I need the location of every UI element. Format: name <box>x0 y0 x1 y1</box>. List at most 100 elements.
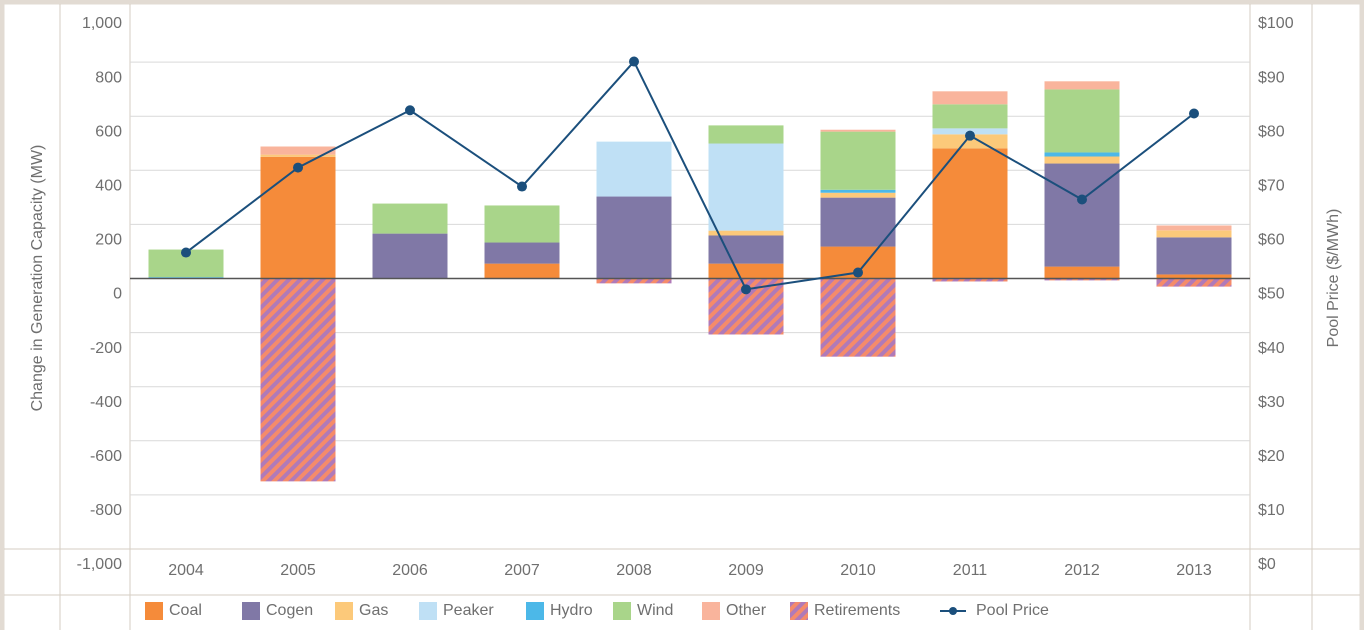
bar-segment <box>484 263 560 279</box>
price-line <box>185 59 1195 291</box>
price-point <box>1189 108 1199 119</box>
bar-segment <box>1044 156 1120 164</box>
bar-segment <box>820 192 896 198</box>
price-point <box>293 162 303 173</box>
bar-segment <box>708 230 784 236</box>
legend-label: Wind <box>637 602 673 619</box>
x-tick-label: 2013 <box>1176 562 1212 579</box>
bar-segment <box>932 91 1008 105</box>
y2-tick-label: $70 <box>1258 178 1285 195</box>
bar-segment <box>372 203 448 234</box>
bar-segment <box>1044 81 1120 90</box>
bar-segment <box>260 156 336 279</box>
price-point <box>517 181 527 192</box>
legend-label: Coal <box>169 602 202 619</box>
y2-axis-title: Pool Price ($/MWh) <box>1325 209 1342 348</box>
bar-segment <box>1156 237 1232 275</box>
price-point <box>965 130 975 141</box>
legend-swatch <box>242 602 260 620</box>
price-point <box>853 267 863 278</box>
legend-label: Gas <box>359 602 388 619</box>
bar-segment <box>260 154 336 157</box>
bar-segment <box>820 278 896 357</box>
bar-segment <box>820 129 896 132</box>
bar-segment <box>484 242 560 264</box>
bar-segment <box>708 125 784 144</box>
legend-label: Cogen <box>266 602 313 619</box>
price-point <box>1077 194 1087 205</box>
y2-tick-label: $0 <box>1258 556 1276 573</box>
bar-segment <box>1044 266 1120 279</box>
x-tick-label: 2008 <box>616 562 652 579</box>
bar-segment <box>372 233 448 279</box>
y-tick-label: -200 <box>90 340 122 357</box>
y2-tick-label: $10 <box>1258 502 1285 519</box>
bar-segment <box>484 205 560 243</box>
x-tick-label: 2011 <box>953 562 988 579</box>
y-tick-label: 200 <box>95 232 122 249</box>
bar-segment <box>932 278 1008 282</box>
bar-segment <box>932 104 1008 129</box>
price-point <box>405 105 415 116</box>
y-tick-label: -800 <box>90 502 122 519</box>
table-lines <box>4 4 1360 630</box>
y2-tick-label: $100 <box>1258 15 1294 32</box>
y-tick-label: -1,000 <box>77 556 122 573</box>
bar-segment <box>596 196 672 279</box>
legend-swatch <box>790 602 808 620</box>
x-tick-label: 2010 <box>840 562 876 579</box>
bar-segment <box>708 235 784 264</box>
y-tick-label: 600 <box>95 123 122 140</box>
bar-segment <box>1044 89 1120 153</box>
legend-swatch <box>419 602 437 620</box>
legend-label: Retirements <box>814 602 900 619</box>
legend-swatch <box>526 602 544 620</box>
bar-segment <box>260 278 336 482</box>
y-tick-label: 1,000 <box>82 15 122 32</box>
legend-label: Other <box>726 602 767 619</box>
bar-segment <box>1156 278 1232 287</box>
legend-label: Pool Price <box>976 602 1049 619</box>
x-tick-label: 2004 <box>168 562 204 579</box>
legend-label: Peaker <box>443 602 494 619</box>
bar-segment <box>708 143 784 231</box>
y-tick-label: 800 <box>95 69 122 86</box>
bar-segment <box>820 197 896 247</box>
x-tick-label: 2006 <box>392 562 428 579</box>
y2-tick-label: $50 <box>1258 286 1285 303</box>
bar-segment <box>708 263 784 279</box>
bar-segment <box>1156 274 1232 279</box>
y2-tick-label: $90 <box>1258 69 1285 86</box>
y2-tick-label: $60 <box>1258 232 1285 249</box>
price-point <box>741 284 751 295</box>
bar-segment <box>932 148 1008 279</box>
y-tick-label: -600 <box>90 448 122 465</box>
price-point <box>181 247 191 258</box>
bar-segment <box>1156 225 1232 231</box>
y-tick-label: -400 <box>90 394 122 411</box>
y2-tick-label: $20 <box>1258 448 1285 465</box>
legend-swatch <box>335 602 353 620</box>
bar-segment <box>596 278 672 284</box>
y2-tick-label: $40 <box>1258 340 1285 357</box>
legend-swatch <box>613 602 631 620</box>
legend-swatch <box>702 602 720 620</box>
x-tick-label: 2009 <box>728 562 764 579</box>
x-tick-label: 2005 <box>280 562 316 579</box>
bar-segment <box>820 131 896 190</box>
x-tick-label: 2012 <box>1064 562 1100 579</box>
bar-segment <box>820 189 896 193</box>
bar-segment <box>932 134 1008 149</box>
bar-segment <box>260 146 336 155</box>
y-tick-label: 400 <box>95 178 122 195</box>
bar-segment <box>1156 230 1232 238</box>
y-tick-label: 0 <box>113 286 122 303</box>
legend-swatch <box>145 602 163 620</box>
price-point <box>629 56 639 67</box>
legend-dot <box>949 607 957 615</box>
legend-label: Hydro <box>550 602 593 619</box>
y2-tick-label: $30 <box>1258 394 1285 411</box>
x-tick-label: 2007 <box>504 562 540 579</box>
